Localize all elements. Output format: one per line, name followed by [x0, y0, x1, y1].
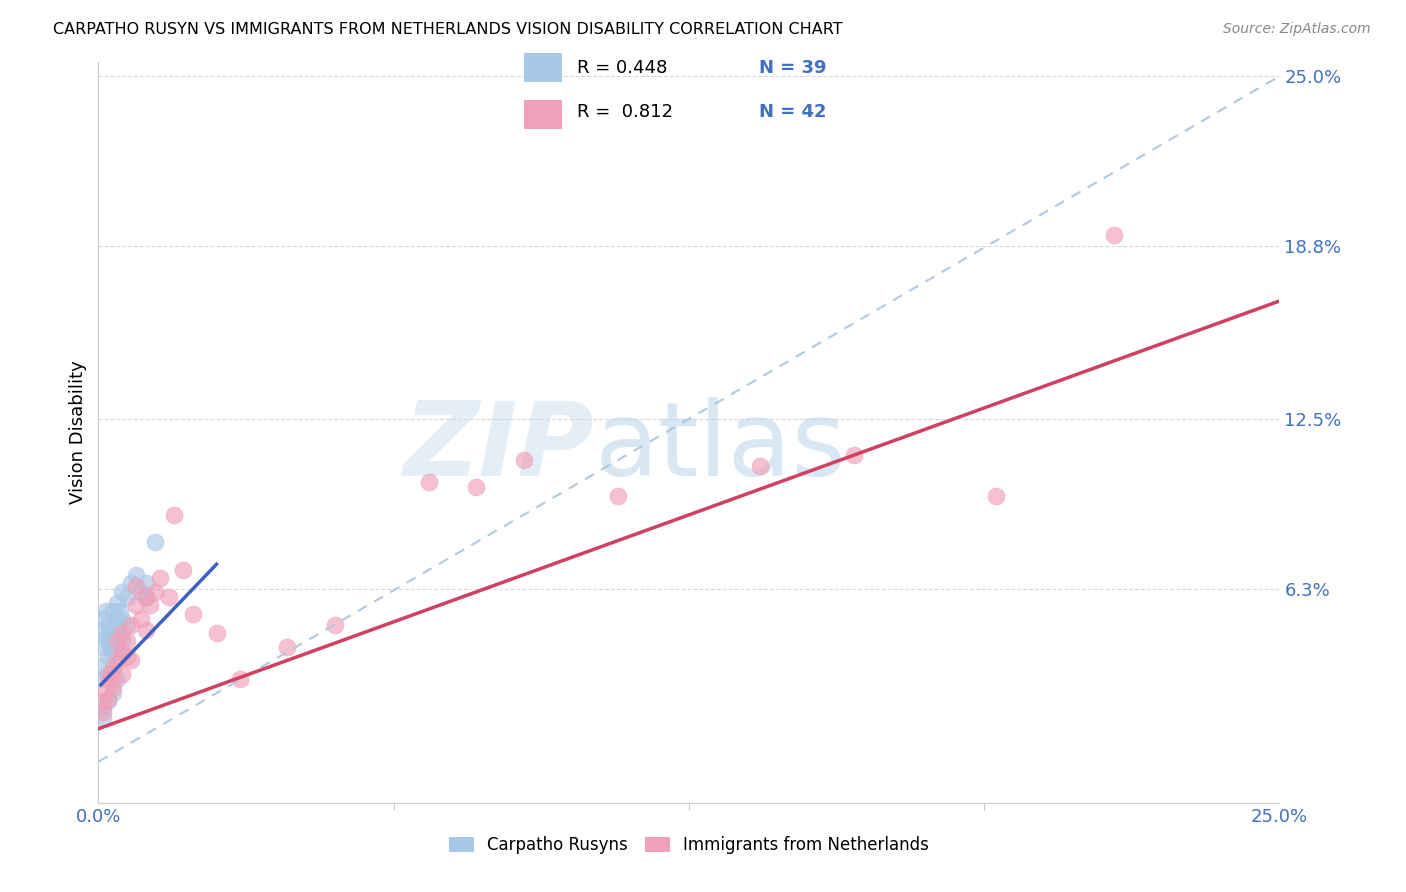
Point: [135, 590, 157, 604]
Point: [418, 475, 440, 489]
Point: [135, 590, 157, 604]
Point: [121, 576, 143, 591]
Point: [91, 623, 114, 637]
Point: [90, 673, 112, 687]
Text: CARPATHO RUSYN VS IMMIGRANTS FROM NETHERLANDS VISION DISABILITY CORRELATION CHAR: CARPATHO RUSYN VS IMMIGRANTS FROM NETHER…: [53, 22, 844, 37]
Point: [139, 599, 162, 613]
Text: N = 42: N = 42: [759, 103, 827, 121]
Point: [125, 568, 148, 582]
Point: [91, 658, 114, 673]
Point: [229, 673, 252, 687]
Point: [984, 489, 1007, 503]
Point: [101, 661, 124, 675]
Point: [104, 612, 127, 626]
Point: [125, 599, 148, 613]
Point: [98, 667, 121, 681]
Point: [111, 667, 134, 681]
Point: [115, 650, 138, 665]
Point: [101, 604, 124, 618]
Point: [323, 617, 346, 632]
Bar: [524, 100, 561, 128]
Point: [149, 571, 172, 585]
Point: [125, 579, 148, 593]
Point: [105, 623, 128, 637]
Point: [121, 617, 143, 632]
Point: [607, 489, 630, 503]
Point: [97, 691, 120, 706]
Point: [1102, 228, 1125, 243]
Point: [181, 607, 204, 621]
Point: [94, 604, 117, 618]
Point: [91, 706, 114, 720]
Point: [101, 673, 124, 687]
Point: [98, 640, 121, 654]
Point: [111, 584, 134, 599]
Point: [97, 617, 120, 632]
Point: [101, 681, 124, 695]
Point: [143, 584, 166, 599]
Point: [135, 623, 157, 637]
Point: [115, 590, 138, 604]
Point: [129, 612, 152, 626]
Point: [97, 673, 120, 687]
Text: atlas: atlas: [595, 397, 846, 498]
Point: [94, 683, 117, 698]
Y-axis label: Vision Disability: Vision Disability: [69, 360, 87, 505]
Point: [143, 535, 166, 549]
Point: [94, 632, 117, 646]
Point: [91, 699, 114, 714]
Point: [205, 625, 228, 640]
Point: [101, 686, 124, 700]
Point: [101, 645, 124, 659]
Point: [97, 667, 120, 681]
Point: [91, 694, 114, 708]
Point: [105, 673, 128, 687]
Point: [105, 596, 128, 610]
Text: R = 0.448: R = 0.448: [576, 59, 666, 77]
Point: [111, 634, 134, 648]
Point: [104, 634, 127, 648]
Point: [465, 480, 488, 494]
Point: [105, 634, 128, 648]
Point: [172, 563, 194, 577]
Point: [748, 458, 770, 473]
Point: [98, 623, 121, 637]
Point: [157, 590, 180, 604]
Point: [105, 653, 128, 667]
Point: [111, 612, 134, 626]
Point: [105, 645, 128, 659]
Point: [121, 653, 143, 667]
Point: [101, 661, 124, 675]
Bar: [524, 54, 561, 82]
Point: [97, 650, 120, 665]
Point: [276, 640, 298, 654]
Point: [97, 634, 120, 648]
Point: [115, 617, 138, 632]
Point: [111, 625, 134, 640]
Point: [108, 604, 131, 618]
Text: N = 39: N = 39: [759, 59, 827, 77]
Point: [129, 584, 152, 599]
Text: R =  0.812: R = 0.812: [576, 103, 672, 121]
Point: [512, 453, 534, 467]
Point: [97, 694, 120, 708]
Point: [111, 645, 134, 659]
Point: [115, 634, 138, 648]
Point: [101, 628, 124, 642]
Point: [91, 711, 114, 725]
Point: [844, 448, 866, 462]
Point: [91, 612, 114, 626]
Text: Source: ZipAtlas.com: Source: ZipAtlas.com: [1223, 22, 1371, 37]
Point: [91, 640, 114, 654]
Point: [163, 508, 186, 522]
Legend: Carpatho Rusyns, Immigrants from Netherlands: Carpatho Rusyns, Immigrants from Netherl…: [443, 830, 935, 861]
Point: [135, 576, 157, 591]
Text: ZIP: ZIP: [404, 397, 595, 498]
